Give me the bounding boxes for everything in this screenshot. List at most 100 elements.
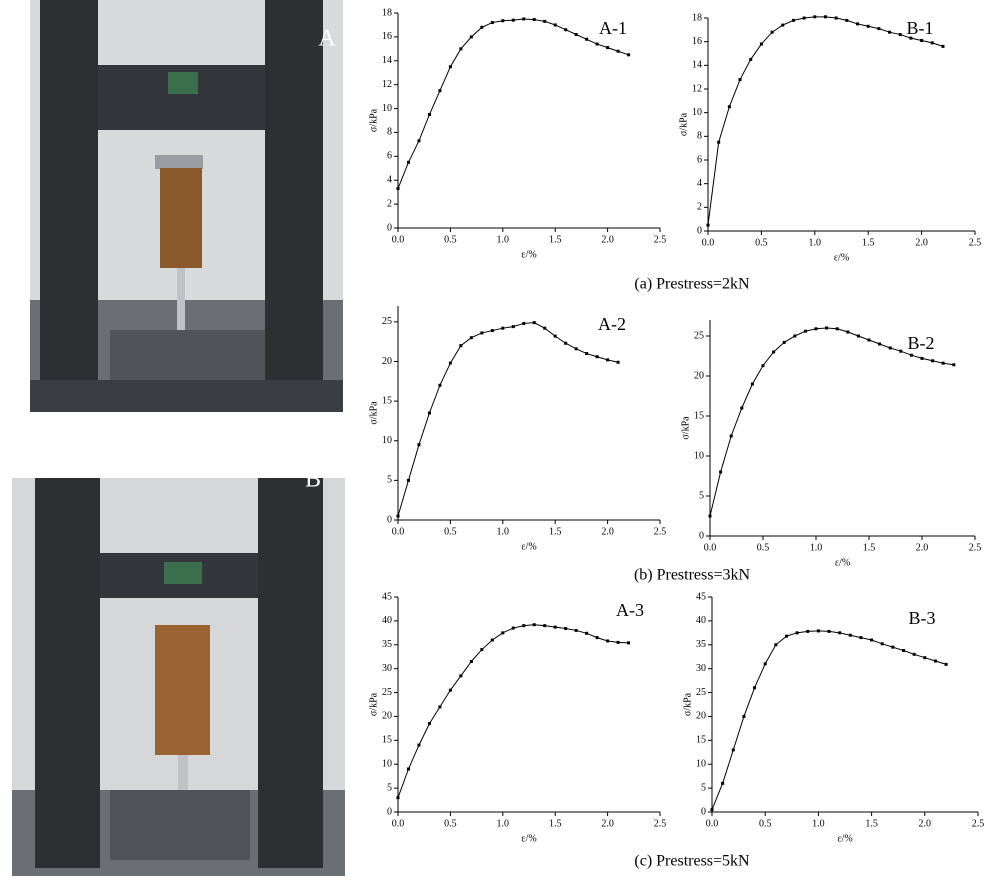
y-tick-label: 20 — [382, 356, 392, 367]
data-point — [490, 329, 494, 333]
data-point — [880, 642, 884, 646]
x-tick-label: 0.0 — [706, 818, 719, 829]
x-tick-label: 1.0 — [497, 234, 510, 245]
y-axis-label: σ/kPa — [680, 416, 691, 440]
x-tick-label: 0.5 — [759, 818, 772, 829]
y-tick-label: 0 — [701, 806, 706, 817]
y-tick-label: 18 — [382, 7, 392, 18]
data-point — [920, 356, 924, 360]
data-point — [553, 23, 557, 27]
data-point — [729, 434, 733, 438]
caption: (c) Prestress=5kN — [634, 853, 750, 870]
x-tick-label: 0.0 — [702, 237, 715, 248]
data-point — [595, 355, 599, 359]
y-tick-label: 10 — [694, 450, 704, 461]
x-tick-label: 2.0 — [919, 818, 932, 829]
x-tick-label: 1.5 — [862, 237, 875, 248]
data-point — [856, 22, 860, 26]
y-tick-label: 10 — [382, 435, 392, 446]
x-tick-label: 0.0 — [704, 542, 717, 553]
data-point — [438, 383, 442, 387]
y-tick-label: 45 — [382, 591, 392, 602]
data-point — [417, 139, 421, 143]
data-point — [448, 65, 452, 69]
data-point — [532, 18, 536, 22]
y-tick-label: 35 — [382, 639, 392, 650]
x-tick-label: 2.5 — [654, 234, 667, 245]
y-tick-label: 20 — [694, 370, 704, 381]
y-axis-label: σ/kPa — [368, 401, 379, 425]
x-tick-label: 1.0 — [809, 237, 822, 248]
data-point — [770, 30, 774, 34]
y-axis-label: σ/kPa — [682, 692, 693, 716]
data-point — [784, 634, 788, 638]
data-point — [909, 36, 913, 40]
data-point — [595, 636, 599, 640]
data-point — [827, 629, 831, 633]
data-point — [595, 42, 599, 46]
data-point — [543, 19, 547, 23]
y-tick-label: 10 — [696, 759, 706, 770]
y-tick-label: 16 — [382, 31, 392, 42]
data-point — [867, 338, 871, 342]
data-point — [438, 705, 442, 709]
data-point — [814, 327, 818, 331]
data-point — [838, 631, 842, 635]
data-point — [396, 187, 400, 191]
data-point — [511, 18, 515, 22]
data-point — [750, 382, 754, 386]
data-point — [941, 44, 945, 48]
data-point — [763, 662, 767, 666]
data-point — [933, 659, 937, 663]
data-line — [707, 16, 944, 226]
data-point — [501, 326, 505, 330]
y-tick-label: 10 — [382, 103, 392, 114]
x-tick-label: 2.0 — [601, 818, 614, 829]
data-point — [920, 38, 924, 42]
data-point — [522, 17, 526, 21]
data-point — [795, 631, 799, 635]
data-point — [532, 321, 536, 325]
data-point — [742, 714, 746, 718]
data-point — [738, 78, 742, 82]
x-tick-label: 0.0 — [392, 234, 405, 245]
data-point — [930, 41, 934, 45]
data-point — [574, 347, 578, 351]
data-point — [553, 334, 557, 338]
data-point — [543, 326, 547, 330]
data-point — [469, 660, 473, 663]
data-point — [708, 514, 712, 518]
data-point — [781, 23, 785, 27]
data-point — [721, 781, 725, 785]
x-tick-label: 2.5 — [972, 818, 985, 829]
data-point — [846, 330, 850, 334]
y-axis-label: σ/kPa — [368, 692, 379, 716]
y-tick-label: 5 — [701, 782, 706, 793]
data-point — [717, 140, 721, 144]
data-point — [834, 16, 838, 20]
y-tick-label: 30 — [382, 663, 392, 674]
y-tick-label: 25 — [694, 330, 704, 341]
data-point — [522, 624, 526, 628]
x-tick-label: 1.5 — [549, 526, 562, 537]
data-point — [898, 33, 902, 37]
y-tick-label: 0 — [697, 225, 702, 236]
data-point — [480, 648, 484, 652]
y-tick-label: 35 — [696, 639, 706, 650]
y-tick-label: 30 — [696, 663, 706, 674]
data-point — [406, 160, 410, 164]
caption: (b) Prestress=3kN — [634, 567, 751, 584]
data-point — [417, 443, 421, 447]
data-point — [501, 19, 505, 23]
y-tick-label: 4 — [387, 175, 392, 186]
data-point — [923, 656, 927, 660]
data-point — [417, 743, 421, 747]
data-point — [727, 105, 731, 109]
y-tick-label: 40 — [696, 615, 706, 626]
y-tick-label: 10 — [692, 107, 702, 118]
data-point — [616, 49, 620, 53]
data-point — [606, 46, 610, 50]
y-tick-label: 45 — [696, 591, 706, 602]
y-tick-label: 10 — [382, 759, 392, 770]
x-axis-label: ε/% — [521, 249, 536, 260]
